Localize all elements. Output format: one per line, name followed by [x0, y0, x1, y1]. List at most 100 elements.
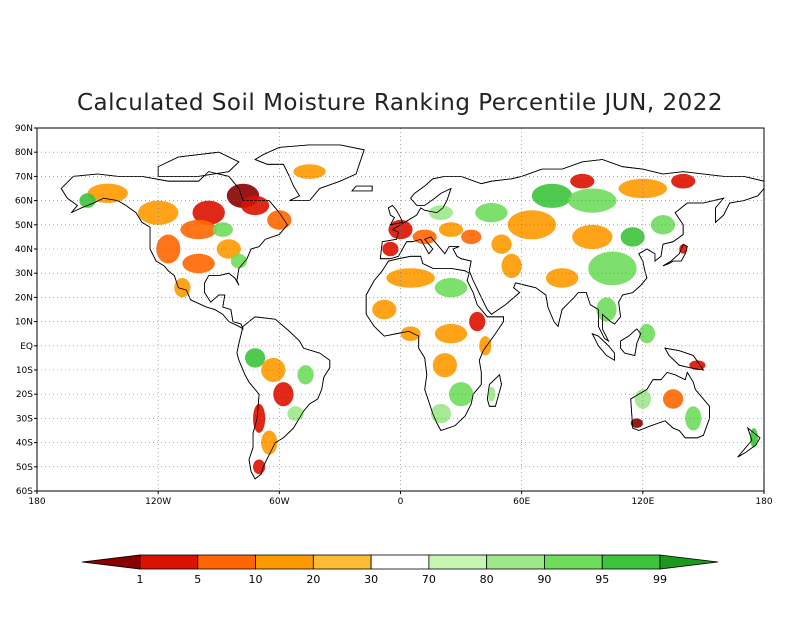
lat-tick-label: 10S: [16, 366, 33, 376]
colorbar-box: [544, 554, 603, 570]
anomaly-patch: [630, 418, 643, 429]
lat-tick-label: 30S: [16, 414, 33, 424]
coastline-new-guinea: [664, 347, 705, 371]
colorbar-box: [255, 554, 314, 570]
anomaly-patch: [545, 268, 579, 288]
colorbar-box: [486, 554, 545, 570]
lat-tick-label: 80N: [15, 148, 33, 158]
colorbar-box: [370, 554, 430, 570]
anomaly-patch: [671, 173, 696, 189]
anomaly-patch: [382, 241, 399, 257]
colorbar-label: 95: [595, 573, 609, 586]
lon-tick-label: 60E: [513, 497, 530, 507]
anomaly-patch: [372, 299, 397, 320]
colorbar-label: 30: [364, 573, 378, 586]
anomaly-patch: [507, 210, 556, 240]
anomaly-patch: [568, 188, 617, 213]
anomaly-patch: [588, 251, 637, 286]
colorbar: 1 5 10 20 30 70 80 90 95 99: [81, 554, 719, 586]
anomaly-patch: [216, 239, 241, 259]
anomaly-patch: [245, 348, 266, 368]
coastline-sumatra: [591, 332, 615, 362]
coastline-north-america: [60, 171, 288, 330]
anomaly-patch: [388, 219, 413, 240]
longitude-axis: 180 120W 60W 0 60E 120E 180: [28, 491, 773, 507]
coastline-australia: [630, 371, 710, 439]
coastline-iceland: [351, 185, 373, 192]
coastline-arctic-islands: [157, 151, 240, 177]
anomaly-patch: [487, 386, 496, 402]
lat-tick-label: 60S: [16, 487, 33, 497]
lon-tick-label: 120E: [631, 497, 654, 507]
lat-tick-label: 60N: [15, 197, 33, 207]
anomaly-patch: [253, 403, 266, 433]
coastline-africa: [365, 255, 504, 431]
colorbar-label: 20: [306, 573, 320, 586]
anomaly-patch: [749, 428, 758, 448]
anomaly-patch: [180, 219, 217, 240]
anomaly-patch: [620, 227, 645, 247]
lon-tick-label: 180: [755, 497, 772, 507]
anomaly-patch: [293, 164, 326, 179]
anomaly-patch: [297, 365, 314, 385]
anomaly-patch: [430, 403, 451, 424]
lon-tick-label: 180: [28, 497, 45, 507]
anomaly-patch: [287, 406, 304, 421]
coastline-japan: [662, 243, 688, 267]
anomaly-patch: [432, 353, 457, 378]
anomaly-patch: [273, 382, 294, 407]
lat-tick-label: 40N: [15, 245, 33, 255]
lat-tick-label: 90N: [15, 124, 33, 134]
coastline-madagascar: [486, 374, 502, 407]
anomaly-patch: [156, 234, 181, 264]
lat-tick-label: 70N: [15, 172, 33, 182]
lat-tick-label: 10N: [15, 318, 33, 328]
lat-tick-label: 30N: [15, 269, 33, 279]
coastline-eurasia: [379, 159, 764, 343]
anomaly-patch: [412, 229, 437, 245]
colorbar-label: 99: [653, 573, 667, 586]
anomaly-patch: [174, 278, 191, 298]
anomaly-patch: [386, 268, 435, 288]
colorbar-label: 80: [480, 573, 494, 586]
colorbar-high-arrow: [659, 554, 719, 570]
lon-tick-label: 0: [398, 497, 404, 507]
anomaly-patch: [461, 229, 482, 245]
colorbar-box: [312, 554, 372, 570]
coastline-new-zealand: [737, 426, 761, 458]
anomaly-patch: [428, 205, 453, 220]
anomaly-patch: [79, 193, 96, 208]
lat-tick-label: 20S: [16, 390, 33, 400]
colorbar-label: 90: [537, 573, 551, 586]
lon-tick-label: 120W: [145, 497, 171, 507]
colorbar-label: 10: [249, 573, 263, 586]
anomaly-patch: [491, 234, 512, 254]
anomaly-patch: [438, 222, 464, 237]
anomaly-patch: [501, 253, 522, 278]
anomaly-patch: [87, 183, 128, 203]
anomaly-patch: [434, 324, 468, 344]
lat-tick-label: 50S: [16, 463, 33, 473]
coastline-greenland: [254, 144, 365, 202]
coastline-south-america: [236, 316, 331, 480]
anomaly-patch: [182, 253, 215, 274]
colorbar-label: 5: [194, 573, 201, 586]
anomaly-patch: [572, 224, 613, 249]
gridlines: [37, 128, 764, 491]
anomaly-patch: [531, 183, 573, 208]
anomaly-patch: [230, 253, 247, 269]
anomaly-patch: [400, 326, 421, 342]
map-title: Calculated Soil Moisture Ranking Percent…: [77, 90, 723, 116]
colorbar-low-arrow: [81, 554, 141, 570]
lat-tick-label: 50N: [15, 221, 33, 231]
latitude-axis: 90N 80N 70N 60N 50N 40N 30N 20N 10N EQ 10S 20S 30S 40…: [15, 124, 37, 497]
colorbar-box: [428, 554, 488, 570]
anomaly-patch: [663, 389, 684, 409]
lon-tick-label: 60W: [269, 497, 289, 507]
anomaly-patch: [596, 297, 617, 322]
anomaly-patch: [212, 222, 233, 237]
lat-tick-label: 20N: [15, 293, 33, 303]
coastline-indonesia-borneo: [620, 328, 642, 356]
colorbar-box: [197, 554, 256, 570]
